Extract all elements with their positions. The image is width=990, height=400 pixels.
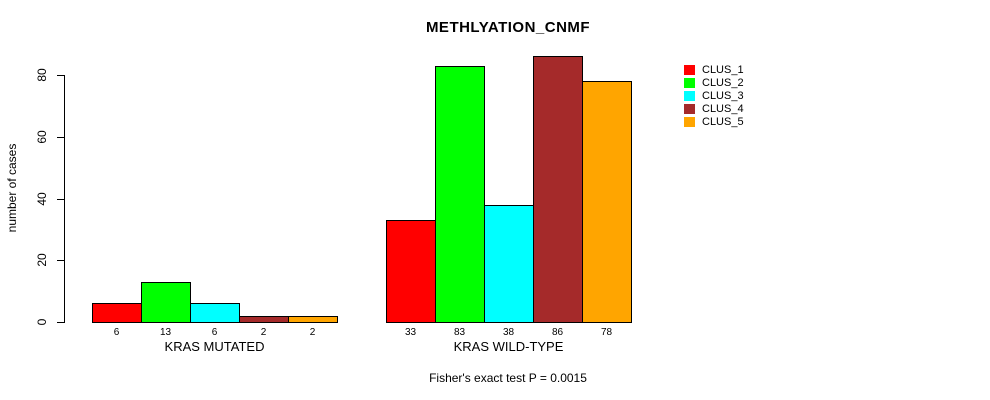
stat-test-caption: Fisher's exact test P = 0.0015 xyxy=(429,371,587,385)
chart-title: METHLYATION_CNMF xyxy=(425,19,591,36)
bar-value-label: 78 xyxy=(600,327,613,338)
chart-legend: CLUS_1 CLUS_2 CLUS_3 CLUS_4 CLUS_5 xyxy=(684,63,744,128)
y-tick-label: 0 xyxy=(35,318,49,326)
y-tick-label: 80 xyxy=(35,68,49,82)
bar-clus_3 xyxy=(190,303,240,323)
legend-label: CLUS_3 xyxy=(702,89,744,102)
y-axis-tick xyxy=(57,137,64,138)
group-label: KRAS MUTATED xyxy=(164,339,265,354)
y-tick-label: 20 xyxy=(35,253,49,267)
legend-swatch xyxy=(684,77,695,88)
y-axis-tick xyxy=(57,322,64,323)
legend-swatch xyxy=(684,116,695,127)
bar-clus_5 xyxy=(582,81,632,323)
y-axis-line xyxy=(64,75,65,323)
bar-clus_4 xyxy=(533,56,583,323)
legend-swatch xyxy=(684,103,695,114)
legend-swatch xyxy=(684,90,695,101)
bar-value-label: 13 xyxy=(159,327,172,338)
y-tick-label: 40 xyxy=(35,192,49,206)
group-label: KRAS WILD-TYPE xyxy=(453,339,564,354)
bar-value-label: 2 xyxy=(309,327,316,338)
legend-item-clus_5: CLUS_5 xyxy=(684,115,744,128)
legend-item-clus_4: CLUS_4 xyxy=(684,102,744,115)
legend-label: CLUS_4 xyxy=(702,102,744,115)
legend-swatch xyxy=(684,64,695,75)
bar-clus_2 xyxy=(435,66,485,323)
legend-item-clus_3: CLUS_3 xyxy=(684,89,744,102)
bar-value-label: 83 xyxy=(453,327,466,338)
y-axis-tick xyxy=(57,260,64,261)
bar-value-label: 38 xyxy=(502,327,515,338)
y-tick-label: 60 xyxy=(35,130,49,144)
legend-label: CLUS_2 xyxy=(702,76,744,89)
legend-label: CLUS_1 xyxy=(702,63,744,76)
legend-item-clus_1: CLUS_1 xyxy=(684,63,744,76)
bar-clus_3 xyxy=(484,205,534,323)
bar-clus_2 xyxy=(141,282,191,323)
legend-item-clus_2: CLUS_2 xyxy=(684,76,744,89)
bar-clus_4 xyxy=(239,316,289,323)
bar-clus_1 xyxy=(386,220,436,323)
bar-value-label: 6 xyxy=(211,327,218,338)
legend-label: CLUS_5 xyxy=(702,115,744,128)
bar-value-label: 6 xyxy=(113,327,120,338)
y-axis-tick xyxy=(57,75,64,76)
y-axis-tick xyxy=(57,199,64,200)
bar-value-label: 86 xyxy=(551,327,564,338)
bar-clus_1 xyxy=(92,303,142,323)
bar-clus_5 xyxy=(288,316,338,323)
bar-value-label: 2 xyxy=(260,327,267,338)
bar-value-label: 33 xyxy=(404,327,417,338)
